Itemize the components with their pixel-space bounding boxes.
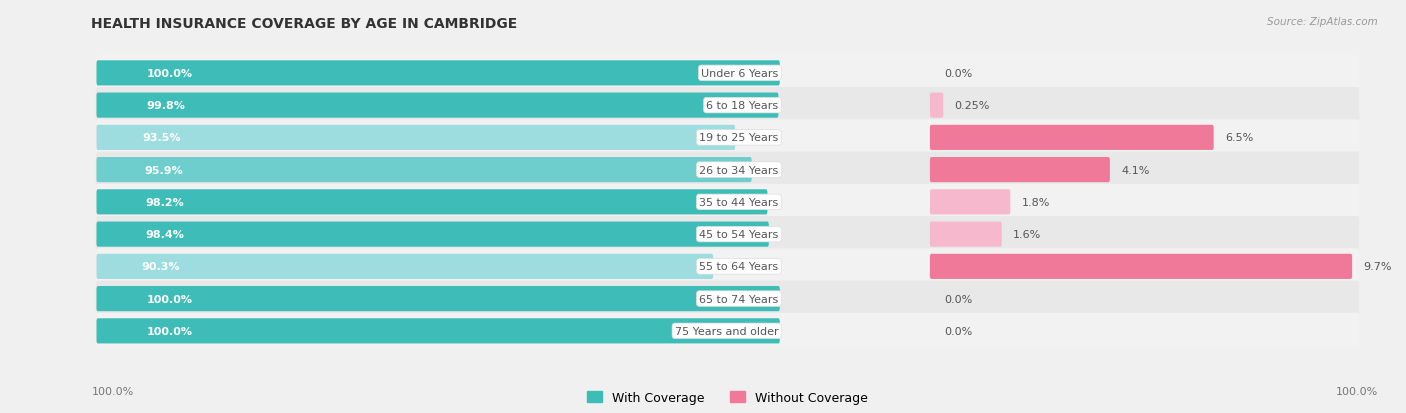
Text: 93.5%: 93.5% (143, 133, 181, 143)
Text: 98.2%: 98.2% (145, 197, 184, 207)
FancyBboxPatch shape (929, 254, 1353, 279)
Text: Source: ZipAtlas.com: Source: ZipAtlas.com (1267, 17, 1378, 26)
Text: 100.0%: 100.0% (146, 326, 193, 336)
FancyBboxPatch shape (96, 88, 1360, 124)
FancyBboxPatch shape (96, 281, 1360, 317)
FancyBboxPatch shape (97, 190, 768, 215)
Text: 0.0%: 0.0% (943, 294, 972, 304)
Text: 6.5%: 6.5% (1225, 133, 1253, 143)
Text: 0.25%: 0.25% (955, 101, 990, 111)
Text: 6 to 18 Years: 6 to 18 Years (706, 101, 779, 111)
FancyBboxPatch shape (96, 152, 1360, 188)
Text: 1.8%: 1.8% (1022, 197, 1050, 207)
Text: 19 to 25 Years: 19 to 25 Years (699, 133, 779, 143)
Legend: With Coverage, Without Coverage: With Coverage, Without Coverage (588, 391, 868, 404)
Text: 100.0%: 100.0% (146, 294, 193, 304)
FancyBboxPatch shape (97, 222, 769, 247)
FancyBboxPatch shape (929, 126, 1213, 151)
Text: 98.4%: 98.4% (145, 230, 184, 240)
Text: 100.0%: 100.0% (1336, 387, 1378, 396)
Text: 0.0%: 0.0% (943, 69, 972, 78)
Text: 95.9%: 95.9% (143, 165, 183, 175)
FancyBboxPatch shape (97, 158, 752, 183)
Text: 1.6%: 1.6% (1014, 230, 1042, 240)
FancyBboxPatch shape (96, 216, 1360, 253)
FancyBboxPatch shape (929, 222, 1001, 247)
FancyBboxPatch shape (97, 318, 780, 344)
Text: 9.7%: 9.7% (1364, 262, 1392, 272)
FancyBboxPatch shape (929, 158, 1109, 183)
Text: 100.0%: 100.0% (91, 387, 134, 396)
FancyBboxPatch shape (96, 184, 1360, 221)
FancyBboxPatch shape (96, 249, 1360, 285)
FancyBboxPatch shape (97, 286, 780, 311)
FancyBboxPatch shape (97, 61, 780, 86)
FancyBboxPatch shape (929, 190, 1011, 215)
Text: 65 to 74 Years: 65 to 74 Years (699, 294, 779, 304)
FancyBboxPatch shape (97, 254, 713, 279)
FancyBboxPatch shape (929, 93, 943, 119)
FancyBboxPatch shape (96, 313, 1360, 349)
FancyBboxPatch shape (96, 56, 1360, 92)
Text: Under 6 Years: Under 6 Years (702, 69, 779, 78)
Text: 100.0%: 100.0% (146, 69, 193, 78)
Text: 99.8%: 99.8% (146, 101, 186, 111)
FancyBboxPatch shape (97, 126, 735, 151)
Text: 0.0%: 0.0% (943, 326, 972, 336)
Text: 4.1%: 4.1% (1122, 165, 1150, 175)
Text: HEALTH INSURANCE COVERAGE BY AGE IN CAMBRIDGE: HEALTH INSURANCE COVERAGE BY AGE IN CAMB… (91, 17, 517, 31)
FancyBboxPatch shape (97, 93, 779, 119)
Text: 75 Years and older: 75 Years and older (675, 326, 779, 336)
Text: 45 to 54 Years: 45 to 54 Years (699, 230, 779, 240)
Text: 26 to 34 Years: 26 to 34 Years (699, 165, 779, 175)
Text: 90.3%: 90.3% (141, 262, 180, 272)
Text: 55 to 64 Years: 55 to 64 Years (699, 262, 779, 272)
FancyBboxPatch shape (96, 120, 1360, 156)
Text: 35 to 44 Years: 35 to 44 Years (699, 197, 779, 207)
